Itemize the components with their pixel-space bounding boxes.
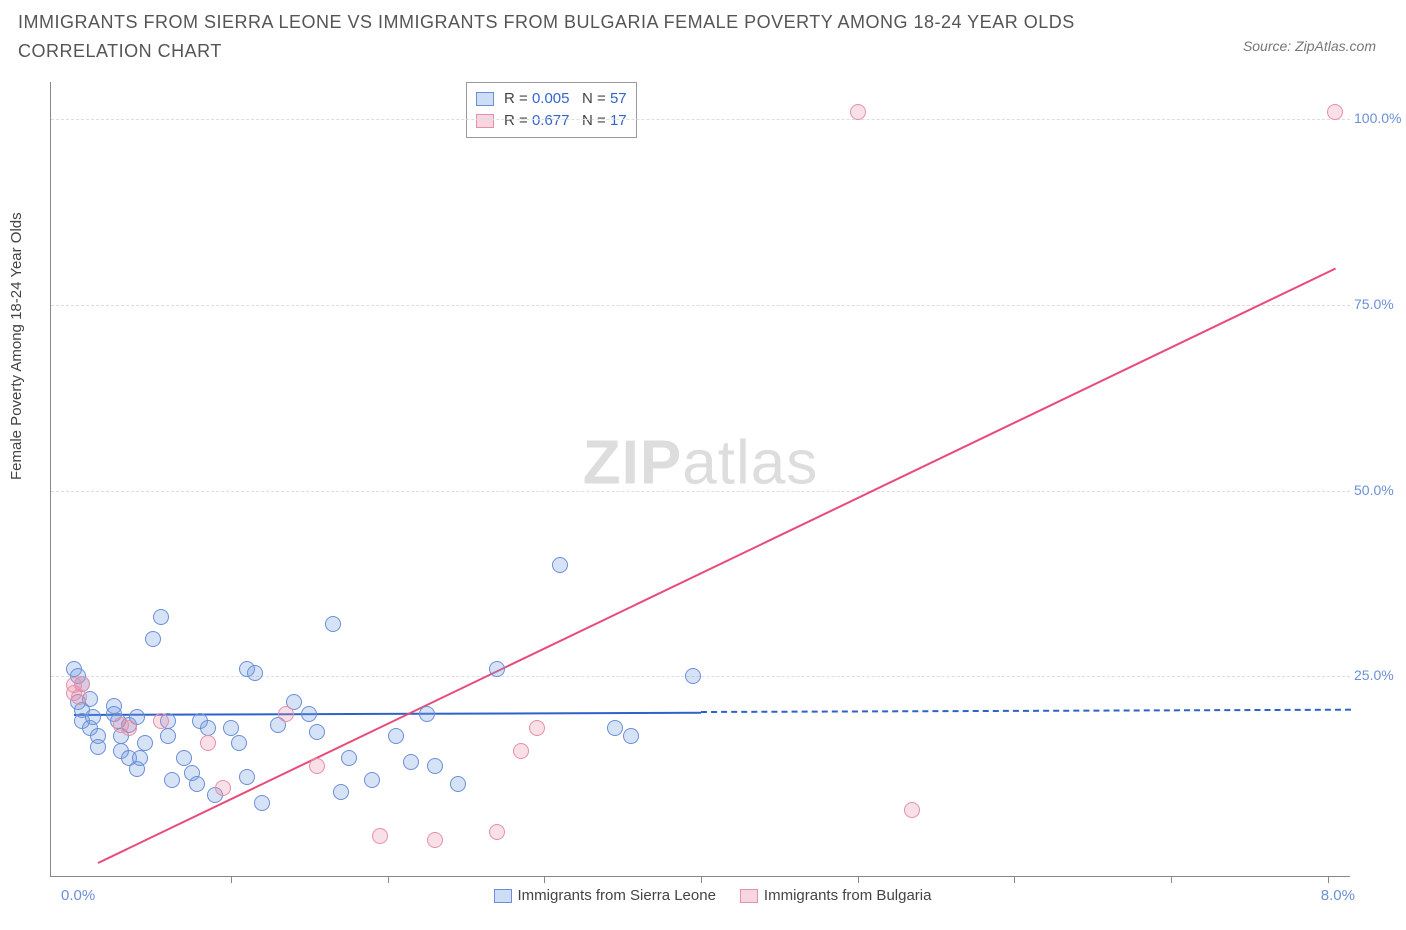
data-point — [278, 706, 294, 722]
data-point — [85, 709, 101, 725]
data-point — [1327, 104, 1343, 120]
data-point — [419, 706, 435, 722]
n-label: N = — [582, 88, 606, 110]
x-tick — [388, 876, 389, 883]
data-point — [200, 720, 216, 736]
data-point — [489, 824, 505, 840]
data-point — [90, 739, 106, 755]
data-point — [685, 668, 701, 684]
x-tick — [858, 876, 859, 883]
trend-line — [701, 709, 1351, 713]
gridline — [51, 491, 1350, 492]
data-point — [850, 104, 866, 120]
data-point — [137, 735, 153, 751]
data-point — [529, 720, 545, 736]
data-point — [341, 750, 357, 766]
data-point — [160, 728, 176, 744]
y-tick-label: 50.0% — [1354, 482, 1404, 498]
data-point — [309, 724, 325, 740]
x-tick — [544, 876, 545, 883]
data-point — [301, 706, 317, 722]
data-point — [153, 609, 169, 625]
data-point — [450, 776, 466, 792]
watermark: ZIPatlas — [583, 428, 818, 499]
data-point — [513, 743, 529, 759]
data-point — [239, 769, 255, 785]
data-point — [309, 758, 325, 774]
data-point — [247, 665, 263, 681]
r-value-1: 0.677 — [532, 110, 570, 132]
data-point — [200, 735, 216, 751]
legend-swatch — [494, 889, 512, 903]
y-axis-label: Female Poverty Among 18-24 Year Olds — [8, 212, 25, 480]
n-value-1: 17 — [610, 110, 627, 132]
x-tick — [701, 876, 702, 883]
data-point — [176, 750, 192, 766]
n-value-0: 57 — [610, 88, 627, 110]
legend-swatch-1 — [476, 114, 494, 128]
data-point — [427, 832, 443, 848]
correlation-legend: R = 0.005 N = 57 R = 0.677 N = 17 — [466, 82, 637, 138]
data-point — [333, 784, 349, 800]
data-point — [325, 616, 341, 632]
n-label: N = — [582, 110, 606, 132]
legend-swatch — [740, 889, 758, 903]
chart-title: IMMIGRANTS FROM SIERRA LEONE VS IMMIGRAN… — [18, 8, 1118, 66]
data-point — [153, 713, 169, 729]
data-point — [223, 720, 239, 736]
data-point — [623, 728, 639, 744]
r-label: R = — [504, 88, 528, 110]
gridline — [51, 119, 1350, 120]
data-point — [607, 720, 623, 736]
data-point — [74, 676, 90, 692]
data-point — [403, 754, 419, 770]
legend-label: Immigrants from Sierra Leone — [518, 887, 716, 904]
r-value-0: 0.005 — [532, 88, 570, 110]
x-tick — [231, 876, 232, 883]
series-legend: Immigrants from Sierra Leone Immigrants f… — [51, 887, 1350, 904]
data-point — [427, 758, 443, 774]
data-point — [132, 750, 148, 766]
x-tick — [1171, 876, 1172, 883]
source-citation: Source: ZipAtlas.com — [1243, 38, 1376, 54]
data-point — [388, 728, 404, 744]
legend-row-series-1: R = 0.677 N = 17 — [476, 110, 627, 132]
gridline — [51, 305, 1350, 306]
y-tick-label: 75.0% — [1354, 296, 1404, 312]
legend-row-series-0: R = 0.005 N = 57 — [476, 88, 627, 110]
watermark-light: atlas — [682, 429, 818, 498]
data-point — [364, 772, 380, 788]
trend-line — [98, 268, 1336, 864]
legend-swatch-0 — [476, 92, 494, 106]
data-point — [489, 661, 505, 677]
x-tick — [1014, 876, 1015, 883]
r-label: R = — [504, 110, 528, 132]
data-point — [372, 828, 388, 844]
data-point — [189, 776, 205, 792]
data-point — [904, 802, 920, 818]
y-tick-label: 25.0% — [1354, 667, 1404, 683]
data-point — [254, 795, 270, 811]
x-tick — [1328, 876, 1329, 883]
data-point — [145, 631, 161, 647]
scatter-plot-area: ZIPatlas R = 0.005 N = 57 R = 0.677 N = … — [50, 82, 1350, 877]
y-tick-label: 100.0% — [1354, 110, 1404, 126]
data-point — [121, 720, 137, 736]
data-point — [215, 780, 231, 796]
legend-label: Immigrants from Bulgaria — [764, 887, 932, 904]
data-point — [164, 772, 180, 788]
data-point — [231, 735, 247, 751]
watermark-bold: ZIP — [583, 429, 682, 498]
data-point — [552, 557, 568, 573]
